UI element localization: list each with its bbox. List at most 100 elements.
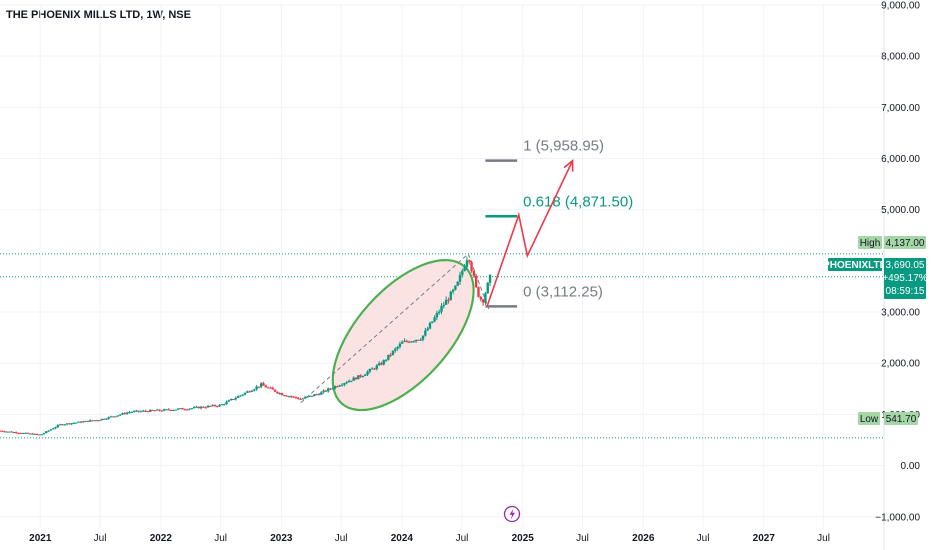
candle-body <box>426 328 429 331</box>
candle-body <box>153 410 157 412</box>
candle-body <box>470 261 473 272</box>
candle-body <box>220 404 224 406</box>
candle-body <box>248 391 251 393</box>
y-tick-label: 5,000.00 <box>881 205 920 216</box>
candle-body <box>331 388 335 390</box>
x-axis[interactable]: 2021 Jul 2022 Jul 2023 Jul 2024 Jul 2025 Jul 2026 J… <box>29 533 830 544</box>
candle-body <box>389 354 392 356</box>
candle-body <box>431 321 434 324</box>
candle-body <box>322 390 325 393</box>
y-tick-label: 2,000.00 <box>881 359 920 370</box>
high-tag-label-bg <box>858 236 882 249</box>
candle-body <box>338 385 341 387</box>
candle-body <box>68 423 71 425</box>
candle-body <box>296 397 300 399</box>
candle-body <box>283 395 286 397</box>
low-tag-label: Low <box>860 414 879 425</box>
x-tick-label: 2026 <box>632 533 655 544</box>
candle-body <box>206 405 210 408</box>
candle-body <box>105 418 108 420</box>
y-tick-label: 6,000.00 <box>881 154 920 165</box>
candle-body <box>280 393 284 396</box>
candle-body <box>61 424 64 426</box>
candle-body <box>223 404 226 406</box>
candle-body <box>144 410 147 412</box>
candle-body <box>410 341 413 343</box>
candle-body <box>412 341 415 343</box>
candle-body <box>70 423 73 425</box>
x-tick-label: Jul <box>817 533 830 544</box>
candle-body <box>176 408 180 410</box>
candle-body <box>58 424 62 426</box>
x-tick-label: Jul <box>576 533 589 544</box>
candle-body <box>278 393 281 395</box>
candle-body <box>65 423 69 425</box>
candle-body <box>359 375 362 377</box>
x-tick-label: Jul <box>456 533 469 544</box>
candle-body <box>317 394 321 396</box>
candle-body <box>287 396 291 398</box>
candle-body <box>232 399 235 401</box>
candle-body <box>308 395 311 397</box>
symbol-tag-bg <box>828 258 882 271</box>
chart-title: THE PHOENIX MILLS LTD, 1W, NSE <box>6 9 191 21</box>
candle-body <box>424 330 427 336</box>
candle-body <box>100 418 103 421</box>
x-tick-label: 2024 <box>391 533 414 544</box>
candle-body <box>384 359 388 361</box>
candle-body <box>306 396 309 398</box>
candle-body <box>0 430 2 432</box>
candle-body <box>56 425 59 428</box>
candle-body <box>72 422 76 424</box>
low-tag-label-bg <box>858 412 880 425</box>
candle-body <box>329 388 332 390</box>
candle-body <box>401 341 404 344</box>
candle-body <box>139 411 143 413</box>
candle-body <box>264 385 268 388</box>
candle-body <box>373 368 376 370</box>
candle-body <box>79 421 83 423</box>
candle-body <box>137 410 140 412</box>
projection-path <box>486 160 574 307</box>
candle-body <box>477 287 480 297</box>
candle-body <box>377 363 381 366</box>
candle-body <box>199 406 203 409</box>
last-price-tag-bg <box>884 258 926 299</box>
candle-body <box>243 392 247 395</box>
candle-body <box>463 266 466 271</box>
candle-body <box>366 371 369 375</box>
candle-body <box>417 339 420 341</box>
candle-body <box>370 368 374 370</box>
candle-body <box>109 416 113 418</box>
candle-body <box>398 343 402 347</box>
candle-body <box>24 432 27 434</box>
candle-body <box>75 422 78 424</box>
y-axis[interactable]: 9,000.00 8,000.00 7,000.00 6,000.00 5,000.00… <box>875 1 920 524</box>
candle-body <box>479 296 483 300</box>
candle-body <box>165 409 168 411</box>
candle-body <box>454 285 457 290</box>
candle-body <box>273 389 277 392</box>
candle-body <box>387 354 390 360</box>
candle-body <box>315 394 318 396</box>
candle-body <box>123 413 127 415</box>
candle-body <box>364 374 367 376</box>
x-tick-label: Jul <box>94 533 107 544</box>
candle-body <box>213 405 217 407</box>
candle-body <box>442 304 446 307</box>
candle-body <box>169 409 173 411</box>
candle-body <box>447 299 450 301</box>
change-pct: +495.17% <box>882 273 927 284</box>
candle-body <box>1 430 4 432</box>
candle-body <box>132 411 136 413</box>
candle-body <box>354 377 358 380</box>
candle-body <box>28 433 32 435</box>
candle-body <box>128 412 131 414</box>
candle-body <box>121 413 124 415</box>
candle-body <box>394 348 397 351</box>
candle-body <box>461 270 464 275</box>
candle-body <box>158 409 161 411</box>
candle-body <box>488 274 492 283</box>
lightning-icon[interactable] <box>503 505 521 523</box>
